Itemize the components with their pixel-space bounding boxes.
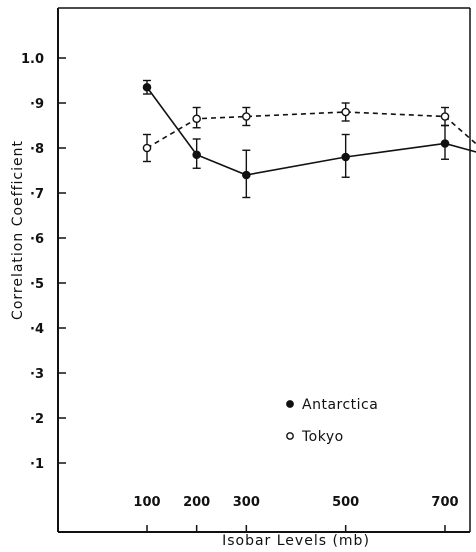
y-tick-label-7: ·8 bbox=[30, 142, 44, 157]
point-tokyo-0 bbox=[142, 143, 152, 153]
legend-marker-antarctica bbox=[286, 400, 294, 408]
point-tokyo-3 bbox=[341, 107, 350, 117]
y-tick-label-5: ·6 bbox=[30, 232, 44, 247]
y-tick-label-9: 1.0 bbox=[21, 52, 44, 67]
series-antarctica bbox=[142, 79, 476, 199]
point-antarctica-4 bbox=[440, 139, 450, 148]
y-tick-label-0: ·1 bbox=[30, 457, 44, 472]
x-axis-label: Isobar Levels (mb) bbox=[222, 533, 370, 549]
point-tokyo-4 bbox=[440, 112, 450, 121]
y-tick-label-4: ·5 bbox=[30, 277, 44, 292]
legend: Antarctica Tokyo bbox=[286, 397, 378, 445]
point-antarctica-3 bbox=[341, 152, 350, 162]
y-ticks: ·1 ·2 ·3 ·4 ·5 ·6 ·7 ·8 ·9 1.0 bbox=[21, 52, 66, 472]
x-tick-label-3: 500 bbox=[332, 495, 359, 510]
x-ticks: 100200300500700800 bbox=[133, 495, 459, 532]
series-tokyo bbox=[142, 102, 476, 163]
y-tick-label-8: ·9 bbox=[30, 97, 44, 112]
point-tokyo-1 bbox=[192, 114, 201, 124]
point-antarctica-1 bbox=[192, 150, 201, 160]
point-tokyo-2 bbox=[242, 112, 251, 121]
legend-marker-tokyo bbox=[286, 432, 294, 440]
y-tick-label-6: ·7 bbox=[30, 187, 44, 202]
x-tick-label-4: 700 bbox=[431, 495, 458, 510]
legend-label-tokyo: Tokyo bbox=[301, 429, 344, 445]
y-tick-label-1: ·2 bbox=[30, 412, 44, 427]
y-tick-label-2: ·3 bbox=[30, 367, 44, 382]
legend-label-antarctica: Antarctica bbox=[302, 397, 378, 413]
series-line-tokyo bbox=[146, 111, 476, 149]
series-layer bbox=[142, 79, 476, 199]
point-antarctica-0 bbox=[142, 82, 152, 92]
axes bbox=[57, 7, 471, 533]
point-antarctica-2 bbox=[242, 170, 251, 180]
x-tick-label-1: 200 bbox=[183, 495, 210, 510]
y-axis-label: Correlation Coefficient bbox=[10, 140, 26, 320]
x-tick-label-2: 300 bbox=[233, 495, 260, 510]
series-line-antarctica bbox=[146, 86, 476, 176]
x-tick-label-0: 100 bbox=[133, 495, 160, 510]
y-tick-label-3: ·4 bbox=[30, 322, 44, 337]
